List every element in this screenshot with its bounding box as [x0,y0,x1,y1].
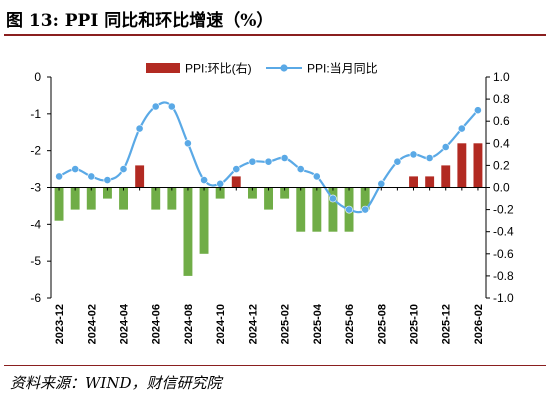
bar-2025-05 [328,187,338,232]
left-tick-label: -1 [30,107,41,121]
bar-2024-06 [151,187,161,210]
point-2025-07 [361,205,370,214]
bar-2025-04 [312,187,322,232]
right-tick-label: 0.2 [493,158,510,172]
point-2024-12 [248,157,257,166]
point-2025-06 [345,205,353,214]
point-2024-06 [151,102,160,111]
legend-line-marker [280,64,288,72]
bar-2026-01 [457,143,467,188]
legend-bar-label: PPI:环比(右) [185,61,252,76]
bar-2025-02 [280,187,290,199]
left-tick-label: -3 [30,181,41,195]
x-tick-label: 2024-10 [215,304,227,344]
footer-rule [4,365,546,366]
left-tick-label: -4 [30,217,41,231]
point-2024-09 [200,176,208,184]
point-2026-02 [473,106,482,115]
point-2025-11 [425,154,434,162]
point-2025-05 [328,194,337,203]
point-2024-11 [232,165,241,173]
point-2023-12 [55,172,63,181]
x-tick-label: 2025-10 [409,304,421,344]
point-2024-07 [167,102,176,111]
x-tick-label: 2025-06 [344,304,356,344]
left-tick-label: -6 [30,291,41,305]
x-tick-label: 2025-08 [376,304,388,344]
axes: 0 -1 -2 -3 -4 -5 -6 1.0 0.8 0.6 0.4 0.2 0.0 -0.2 -0.4 -… [30,70,514,344]
line-series-ppi-yoy [55,101,482,214]
bar-2024-07 [167,187,177,210]
title-rule [4,34,546,36]
x-tick-label: 2025-04 [312,303,324,344]
bar-2024-09 [199,187,209,254]
bar-2025-01 [264,187,273,210]
right-tick-label: 0.8 [493,92,510,106]
point-2025-02 [280,154,289,162]
right-tick-label: -0.4 [493,225,514,239]
bar-2023-12 [54,187,64,221]
bar-2025-10 [409,176,418,188]
right-tick-label: -0.2 [493,203,514,217]
point-2024-05 [135,124,144,133]
legend: PPI:环比(右) PPI:当月同比 [146,61,378,76]
right-tick-label: -1.0 [493,291,514,305]
x-tick-label: 2025-02 [280,304,292,344]
bar-2024-12 [248,187,257,199]
left-tick-label: 0 [34,70,41,84]
right-tick-label: 0.0 [493,181,510,195]
x-tick-label: 2024-08 [183,304,195,344]
legend-line-label: PPI:当月同比 [307,62,378,76]
bar-2024-08 [183,187,193,276]
ppi-chart: 0 -1 -2 -3 -4 -5 -6 1.0 0.8 0.6 0.4 0.2 0.0 -0.2 -0.4 -… [30,61,514,345]
right-tick-label: 1.0 [493,70,510,84]
x-tick-label: 2024-12 [247,304,259,344]
legend-bar-swatch [146,63,180,73]
right-tick-label: -0.6 [493,247,514,261]
bar-2026-02 [473,143,483,188]
right-tick-label: 0.4 [493,136,510,150]
x-tick-label: 2023-12 [54,304,66,344]
x-tick-label: 2024-02 [86,304,98,344]
bar-2024-01 [70,187,80,210]
point-2025-10 [409,150,418,159]
bar-2025-03 [296,187,306,232]
x-tick-label: 2026-02 [473,304,485,344]
figure-title: 图 13: PPI 同比和环比增速（%） [6,11,274,31]
left-tick-label: -5 [30,254,41,268]
x-tick-label: 2025-12 [441,304,453,344]
bar-2025-12 [441,165,451,188]
point-2024-01 [71,165,80,173]
point-2025-09 [393,157,402,166]
bar-2024-03 [103,187,112,199]
right-tick-label: -0.8 [493,269,514,283]
x-tick-label: 2024-04 [119,303,131,344]
point-2025-12 [441,143,450,151]
source-note: 资料来源：WIND，财信研究院 [10,374,222,392]
point-2024-04 [119,165,128,173]
left-tick-label: -2 [30,144,41,158]
point-2024-02 [87,172,96,181]
point-2024-10 [216,179,225,188]
bar-2024-10 [215,187,225,199]
point-2024-03 [103,176,112,184]
point-2025-08 [377,179,386,188]
bar-2025-11 [425,176,435,188]
x-tick-label: 2024-06 [151,304,163,344]
point-2024-08 [183,139,192,148]
bar-2025-07 [360,187,370,210]
bar-2024-02 [86,187,96,210]
right-tick-label: 0.6 [493,114,510,128]
point-2026-01 [457,124,466,133]
bar-series-ppi-mom [54,143,483,276]
point-2025-01 [264,157,273,166]
bar-2024-04 [119,187,128,210]
point-2025-04 [312,172,321,181]
bar-2024-11 [231,176,241,188]
bar-2024-05 [135,165,145,188]
point-2025-03 [296,165,305,173]
